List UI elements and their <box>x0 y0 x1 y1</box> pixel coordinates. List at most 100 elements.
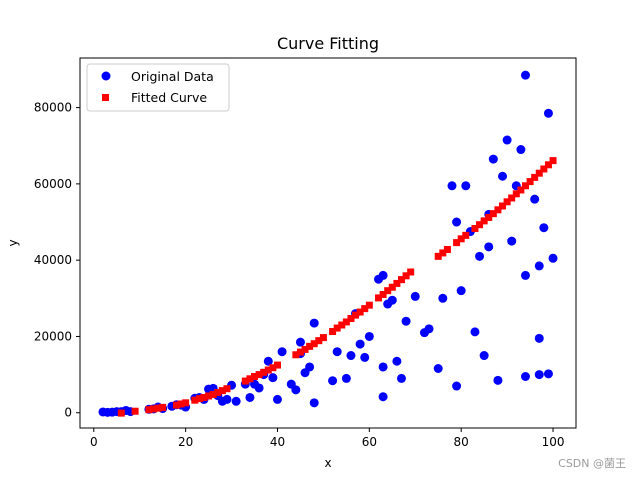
fitted-curve-point <box>195 395 203 403</box>
original-data-point <box>520 70 530 80</box>
original-data-point <box>254 383 264 393</box>
original-data-point <box>295 337 305 347</box>
fitted-curve-point <box>182 399 190 407</box>
fitted-curve-point <box>480 217 488 225</box>
fitted-curve-point <box>549 157 557 165</box>
fitted-curve-point <box>361 305 369 313</box>
original-data-point <box>433 363 443 373</box>
original-data-point <box>461 181 471 191</box>
y-axis: 0 20000 40000 60000 80000 <box>34 101 80 420</box>
original-data-point <box>534 333 544 343</box>
original-data-point <box>493 375 503 385</box>
original-data-point <box>470 327 480 337</box>
fitted-curve-point <box>471 225 479 233</box>
fitted-curve-point <box>191 396 199 404</box>
fitted-curve-point <box>145 406 153 414</box>
original-data-point <box>291 385 301 395</box>
legend: Original Data Fitted Curve <box>86 63 230 112</box>
fitted-curve-point <box>499 202 507 210</box>
original-data-point <box>378 392 388 402</box>
original-data-point <box>530 194 540 204</box>
fitted-curve-point <box>503 198 511 206</box>
fitted-curve-point <box>246 375 254 383</box>
fitted-curve-point <box>356 308 364 316</box>
legend-box <box>86 63 230 112</box>
original-data-point <box>447 181 457 191</box>
fitted-curve-point <box>526 178 534 186</box>
fitted-curve-point <box>329 327 337 335</box>
original-data-point <box>341 373 351 383</box>
fitted-curve-point <box>453 239 461 247</box>
original-data-point <box>539 223 549 233</box>
original-data-point <box>475 251 485 261</box>
fitted-curve-point <box>218 387 226 395</box>
original-data-point <box>355 339 365 349</box>
fitted-curve-point <box>296 348 304 356</box>
original-data-point <box>364 331 374 341</box>
y-axis-label: y <box>6 239 20 246</box>
fitted-curve-point <box>365 301 373 309</box>
fitted-curve-point <box>485 213 493 221</box>
fitted-curve-point <box>301 345 309 353</box>
y-tick-label: 0 <box>64 406 72 420</box>
original-data-point <box>543 108 553 118</box>
original-data-point <box>272 394 282 404</box>
y-tick-label: 60000 <box>34 177 72 191</box>
watermark: CSDN @菌王 <box>558 457 626 470</box>
original-data-point <box>245 392 255 402</box>
original-data-point <box>438 293 448 303</box>
fitted-curve-point <box>315 337 323 345</box>
fitted-curve-point <box>223 385 231 393</box>
fitted-curve-point <box>544 161 552 169</box>
original-data-point <box>507 236 517 246</box>
fitted-curve-point <box>273 361 281 369</box>
fitted-curve-point <box>375 294 383 302</box>
fitted-curve-point <box>172 401 180 409</box>
fitted-curve-point <box>214 389 222 397</box>
legend-label-fitted-curve: Fitted Curve <box>131 90 207 105</box>
fitted-curve-point <box>462 231 470 239</box>
fitted-curve-point <box>117 409 125 417</box>
y-tick-label: 40000 <box>34 253 72 267</box>
fitted-curve-point <box>535 169 543 177</box>
legend-label-original-data: Original Data <box>131 69 214 84</box>
original-data-point <box>479 351 489 361</box>
fitted-curve-point <box>269 364 277 372</box>
x-tick-label: 60 <box>362 435 377 449</box>
fitted-curve-point <box>508 194 516 202</box>
original-data-point <box>488 154 498 164</box>
original-data-point <box>520 372 530 382</box>
x-tick-label: 100 <box>542 435 565 449</box>
fitted-curve-point <box>131 407 139 415</box>
fitted-curve-point <box>159 403 167 411</box>
fitted-curve-point <box>241 377 249 385</box>
original-data-point <box>360 352 370 362</box>
original-data-point <box>328 376 338 386</box>
original-data-point <box>502 135 512 145</box>
fitted-curve-point <box>200 393 208 401</box>
original-data-point <box>516 145 526 155</box>
fitted-curve-point <box>489 210 497 218</box>
y-tick-label: 80000 <box>34 101 72 115</box>
fitted-curve-point <box>255 371 263 379</box>
legend-marker-fitted-curve <box>102 94 109 101</box>
original-data-point <box>387 295 397 305</box>
original-data-point <box>484 242 494 252</box>
original-data-point <box>548 253 558 263</box>
fitted-curve-point <box>154 404 162 412</box>
fitted-curve-point <box>443 245 451 253</box>
fitted-curve-point <box>434 252 442 260</box>
chart-title: Curve Fitting <box>277 34 379 53</box>
fitted-curve-point <box>260 368 268 376</box>
original-data-point <box>231 396 241 406</box>
axes-frame <box>79 57 577 429</box>
original-data-point <box>401 316 411 326</box>
original-data-point <box>309 398 319 408</box>
fitted-curve-point <box>439 249 447 257</box>
fitted-curve-point <box>338 321 346 329</box>
original-data-point <box>456 286 466 296</box>
x-tick-label: 80 <box>454 435 469 449</box>
y-tick-label: 20000 <box>34 329 72 343</box>
fitted-curve-point <box>476 221 484 229</box>
